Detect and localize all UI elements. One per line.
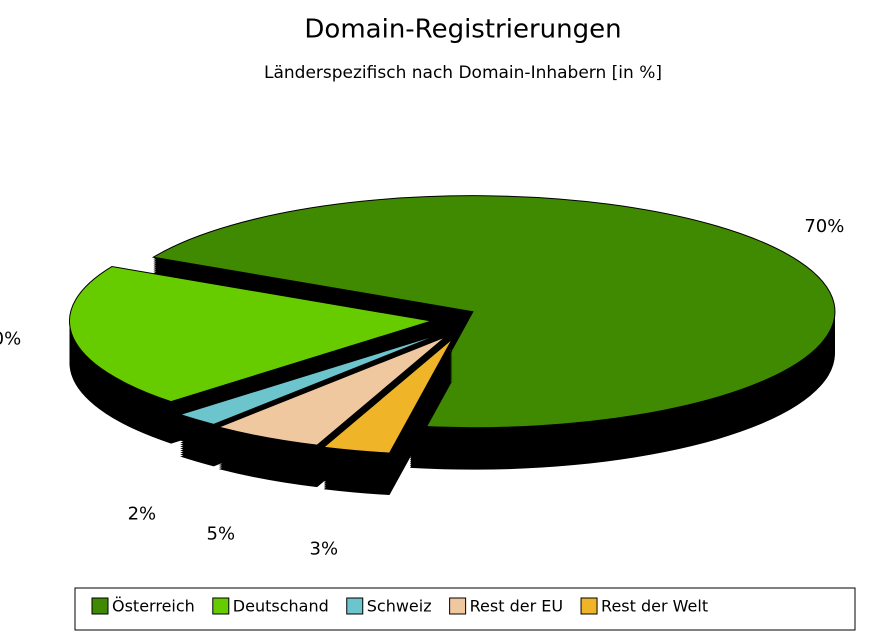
legend-swatch <box>580 597 598 615</box>
data-label: 2% <box>128 503 157 524</box>
legend-label: Österreich <box>112 597 195 616</box>
legend-swatch <box>346 597 364 615</box>
legend-label: Deutschand <box>233 597 329 616</box>
slice <box>178 333 441 425</box>
legend-label: Rest der EU <box>470 597 563 616</box>
slice <box>322 338 453 454</box>
legend-swatch <box>91 597 109 615</box>
legend-swatch <box>212 597 230 615</box>
legend-swatch <box>449 597 467 615</box>
data-label: 70% <box>804 216 844 237</box>
slice <box>69 266 432 403</box>
legend-label: Rest der Welt <box>601 597 708 616</box>
data-label: 20% <box>0 329 21 350</box>
data-label: 5% <box>207 524 236 545</box>
chart-title: Domain-Registrierungen <box>304 15 621 45</box>
data-label: 3% <box>310 538 339 559</box>
slice <box>217 336 447 446</box>
slice <box>151 195 836 429</box>
legend-label: Schweiz <box>367 597 432 616</box>
chart-subtitle: Länderspezifisch nach Domain-Inhabern [i… <box>264 63 662 83</box>
